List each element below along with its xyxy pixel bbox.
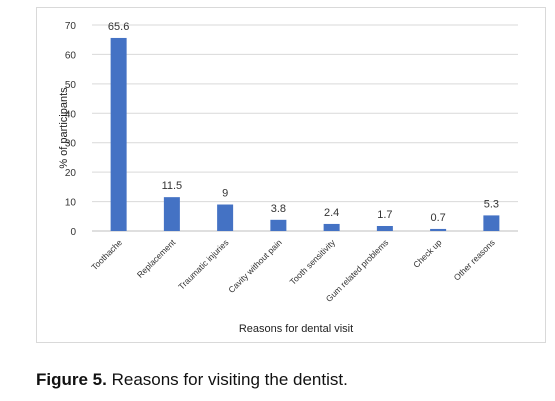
data-labels: 65.6 11.5 9 3.8 2.4 1.7 0.7 5.3 — [108, 21, 499, 224]
y-tick-label: 70 — [65, 21, 77, 32]
y-tick-label: 0 — [70, 227, 76, 238]
x-tick-label: Other reasons — [452, 237, 497, 282]
y-tick-label: 20 — [65, 168, 77, 179]
bar — [483, 215, 500, 231]
bar — [376, 225, 393, 231]
bar — [217, 204, 234, 231]
caption-text: Reasons for visiting the dentist. — [106, 370, 348, 389]
data-label: 11.5 — [162, 180, 183, 192]
data-label: 9 — [222, 188, 228, 200]
data-label: 0.7 — [430, 212, 445, 224]
x-tick-label: Toothache — [89, 237, 124, 272]
data-label: 65.6 — [108, 21, 129, 33]
x-tick-label: Traumatic injuries — [176, 237, 230, 291]
data-label: 1.7 — [377, 209, 392, 221]
y-axis-label: % of participants — [58, 87, 70, 169]
x-tick-label: Check up — [411, 237, 444, 270]
x-tick-label: Cavity without pain — [226, 237, 284, 295]
figure-number: Figure 5. — [36, 370, 107, 389]
y-tick-label: 60 — [65, 50, 77, 61]
data-label: 5.3 — [484, 198, 499, 210]
x-tick-label: Tooth sensitivity — [288, 237, 338, 287]
data-label: 2.4 — [324, 207, 339, 219]
bar — [110, 37, 127, 231]
y-tick-label: 30 — [65, 139, 77, 150]
bars — [110, 37, 500, 231]
bar — [323, 223, 340, 231]
data-label: 3.8 — [271, 203, 286, 215]
y-axis-ticks: 0 10 20 30 40 50 60 70 — [65, 21, 77, 238]
gridlines — [92, 24, 518, 232]
y-tick-label: 40 — [65, 109, 77, 120]
figure-caption: Figure 5. Reasons for visiting the denti… — [36, 370, 348, 390]
bar — [270, 219, 287, 231]
x-axis-label: Reasons for dental visit — [239, 323, 353, 335]
y-tick-label: 10 — [65, 198, 77, 209]
bar — [163, 197, 180, 231]
x-tick-label: Replacement — [135, 237, 178, 280]
y-tick-label: 50 — [65, 80, 77, 91]
bar — [430, 228, 447, 231]
